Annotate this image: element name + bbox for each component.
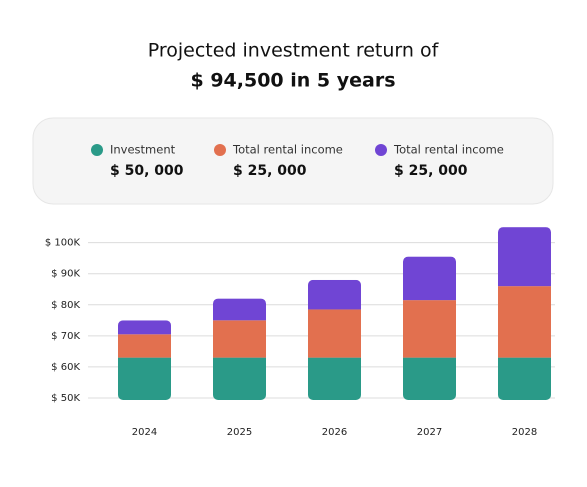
chart-subtitle: $ 94,500 in 5 years — [190, 70, 395, 92]
legend-amount: $ 25, 000 — [233, 163, 307, 179]
bar-segment — [308, 279, 361, 310]
bar-segment — [118, 357, 171, 400]
bar-segment — [213, 357, 266, 400]
bar-segment — [308, 309, 361, 358]
bar-stack — [498, 227, 551, 400]
x-tick-label: 2026 — [322, 427, 347, 438]
x-tick-label: 2025 — [227, 427, 252, 438]
x-tick-label: 2027 — [417, 427, 442, 438]
bar-segment — [498, 286, 551, 358]
y-tick-label: $ 80K — [51, 300, 80, 311]
bar-segment — [213, 298, 266, 321]
bar-segment — [403, 300, 456, 358]
legend-box — [32, 117, 554, 205]
y-tick-label: $ 60K — [51, 362, 80, 373]
y-tick-label: $ 90K — [51, 269, 80, 280]
bar-segment — [118, 320, 171, 335]
bar-segment — [403, 357, 456, 400]
legend-label: Investment — [110, 143, 176, 157]
y-tick-label: $ 70K — [51, 331, 80, 342]
bar-stack — [308, 279, 361, 400]
y-tick-label: $ 50K — [51, 393, 80, 404]
bar-stack — [118, 320, 171, 400]
x-tick-label: 2028 — [512, 427, 537, 438]
legend-swatch — [375, 144, 387, 156]
legend-swatch — [91, 144, 103, 156]
legend-amount: $ 25, 000 — [394, 163, 468, 179]
legend-label: Total rental income — [232, 143, 343, 157]
bar-segment — [403, 256, 456, 301]
x-tick-label: 2024 — [132, 427, 157, 438]
y-tick-label: $ 100K — [45, 238, 81, 249]
bar-segment — [498, 357, 551, 400]
legend-swatch — [214, 144, 226, 156]
legend-amount: $ 50, 000 — [110, 163, 184, 179]
bar-segment — [213, 320, 266, 358]
bar-stack — [213, 298, 266, 400]
bar-segment — [308, 357, 361, 400]
legend-label: Total rental income — [393, 143, 504, 157]
bar-segment — [498, 227, 551, 287]
bar-stack — [403, 256, 456, 400]
chart-title: Projected investment return of — [148, 40, 440, 62]
bar-segment — [118, 334, 171, 358]
